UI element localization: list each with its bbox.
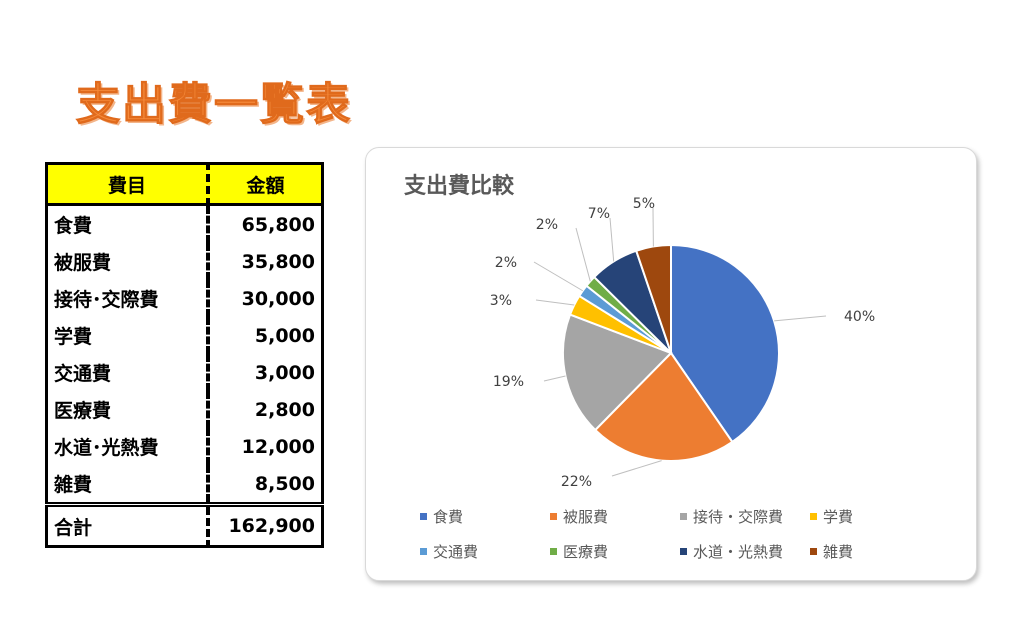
legend-swatch	[810, 513, 817, 520]
leader-line-6	[575, 227, 591, 282]
data-label-7: 7%	[588, 206, 610, 222]
legend: 食費 被服費 接待・交際費 学費交通費 医療費 水道・光熱費 雑費	[420, 506, 960, 562]
total-row: 合計 162,900	[46, 502, 323, 547]
data-label-1: 40%	[844, 309, 875, 325]
row-item: 被服費	[46, 243, 210, 280]
legend-label: 被服費	[563, 508, 609, 526]
leader-lines	[533, 207, 827, 477]
row-amount: 3,000	[254, 361, 315, 384]
table-header-row: 費目 金額	[46, 163, 323, 206]
row-amount: 65,800	[241, 213, 315, 236]
row-item: 雑費	[46, 465, 210, 505]
legend-label: 交通費	[433, 543, 479, 561]
row-item: 学費	[46, 317, 210, 354]
row-item: 医療費	[46, 391, 210, 428]
table-row: 水道･光熱費 12,000	[46, 428, 323, 465]
leader-line-3	[543, 375, 566, 382]
chart-title: 支出費比較	[404, 174, 515, 199]
legend-label: 学費	[823, 508, 854, 526]
pie-slice-8	[634, 243, 672, 354]
table-row: 接待･交際費 30,000	[46, 280, 323, 317]
data-label-8: 5%	[633, 196, 655, 212]
leader-line-4	[535, 299, 575, 306]
row-amount: 12,000	[241, 435, 315, 458]
legend-label: 雑費	[823, 543, 854, 561]
legend-item: 食費	[420, 506, 550, 527]
chart-card: 支出費比較 40% 22% 19% 3% 2% 2% 7% 5% 食費 被服費 接待・交際費 学費交…	[365, 147, 977, 581]
total-label: 合計	[46, 502, 210, 547]
table-row: 医療費 2,800	[46, 391, 323, 428]
data-label-6: 2%	[536, 217, 558, 233]
row-amount: 5,000	[254, 324, 315, 347]
legend-swatch	[550, 513, 557, 520]
row-amount: 35,800	[241, 250, 315, 273]
leader-line-2	[611, 460, 662, 477]
total-amount: 162,900	[208, 502, 323, 547]
row-item: 接待･交際費	[46, 280, 210, 317]
data-labels: 40% 22% 19% 3% 2% 2% 7% 5%	[490, 196, 875, 490]
legend-swatch	[680, 548, 687, 555]
pie-slices	[562, 243, 780, 462]
pie-slice-2	[593, 351, 734, 462]
row-amount: 30,000	[241, 287, 315, 310]
pie-slice-1	[670, 243, 780, 444]
table-row: 雑費 8,500	[46, 465, 323, 505]
table-row: 食費 65,800	[46, 204, 323, 243]
legend-item: 被服費	[550, 506, 680, 527]
leader-line-7	[609, 217, 615, 262]
legend-item: 接待・交際費	[680, 506, 810, 527]
table-row: 交通費 3,000	[46, 354, 323, 391]
header-amount: 金額	[208, 163, 323, 206]
header-item: 費目	[46, 163, 210, 206]
leader-line-5	[533, 261, 583, 292]
table-row: 被服費 35,800	[46, 243, 323, 280]
legend-label: 医療費	[563, 543, 609, 561]
table-row: 学費 5,000	[46, 317, 323, 354]
row-item: 交通費	[46, 354, 210, 391]
row-item: 食費	[46, 204, 210, 243]
legend-item: 医療費	[550, 541, 680, 562]
legend-swatch	[420, 548, 427, 555]
legend-label: 水道・光熱費	[693, 543, 784, 561]
legend-item: 学費	[810, 506, 920, 527]
pie-chart: 40% 22% 19% 3% 2% 2% 7% 5%	[490, 196, 875, 490]
row-item: 水道･光熱費	[46, 428, 210, 465]
data-label-5: 2%	[495, 255, 517, 271]
legend-label: 接待・交際費	[693, 508, 784, 526]
legend-item: 交通費	[420, 541, 550, 562]
legend-swatch	[420, 513, 427, 520]
page-title: 支出費一覧表	[76, 79, 352, 131]
data-label-4: 3%	[490, 293, 512, 309]
legend-item: 雑費	[810, 541, 920, 562]
legend-swatch	[680, 513, 687, 520]
legend-swatch	[810, 548, 817, 555]
row-amount: 8,500	[254, 472, 315, 495]
legend-swatch	[550, 548, 557, 555]
legend-item: 水道・光熱費	[680, 541, 810, 562]
row-amount: 2,800	[254, 398, 315, 421]
data-label-3: 19%	[493, 374, 524, 390]
data-label-2: 22%	[561, 474, 592, 490]
expense-table: 費目 金額 食費 65,800 被服費 35,800 接待･交際費 30,000…	[45, 162, 324, 548]
legend-label: 食費	[433, 508, 464, 526]
leader-line-1	[774, 315, 827, 322]
